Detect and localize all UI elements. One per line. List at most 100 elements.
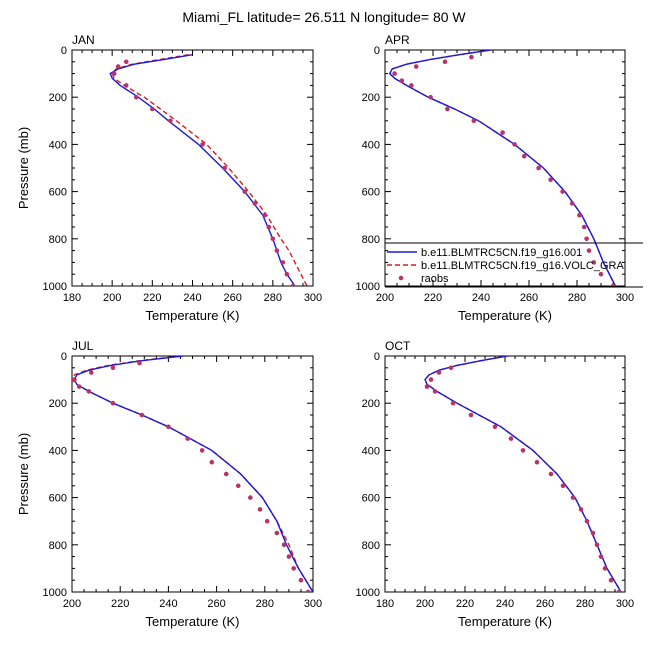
y-tick-label: 800	[49, 234, 67, 246]
raobs-point	[584, 518, 590, 524]
raobs-point	[257, 507, 263, 512]
raobs-point	[291, 566, 297, 571]
raobs-point	[428, 377, 434, 382]
series-line-volc	[72, 356, 313, 592]
raobs-point	[608, 577, 614, 583]
y-tick-label: 0	[374, 351, 380, 363]
raobs-point	[445, 106, 450, 112]
series-line-volc	[424, 356, 622, 592]
raobs-point	[413, 64, 419, 69]
series-line-volc	[111, 54, 308, 286]
x-tick-label: 220	[143, 292, 161, 304]
y-tick-label: 400	[362, 445, 380, 457]
panel-jul: JUL 200 220 240 260 280 300 0 200 400 600 800 1000 Te…	[16, 339, 322, 629]
raobs-point	[235, 483, 241, 489]
raobs-point	[560, 189, 565, 194]
raobs-point	[610, 283, 616, 286]
legend-label: b.e11.BLMTRC5CN.f19_g16.001	[421, 247, 582, 259]
raobs-point	[569, 201, 575, 206]
x-tick-label: 180	[376, 598, 394, 610]
raobs-point	[88, 370, 94, 375]
x-tick-label: 180	[63, 292, 81, 304]
raobs-point	[284, 271, 290, 277]
raobs-point	[534, 459, 540, 465]
raobs-point	[76, 384, 82, 389]
series-group	[388, 50, 617, 286]
panel-label: APR	[385, 33, 410, 47]
x-tick-label: 280	[568, 292, 586, 304]
raobs-point	[110, 365, 116, 371]
raobs-point	[581, 224, 587, 230]
panel-label: OCT	[385, 339, 411, 353]
raobs-point	[280, 260, 286, 265]
raobs-point	[185, 436, 190, 441]
raobs-point	[86, 389, 92, 394]
raobs-point	[262, 212, 268, 218]
panel-label: JAN	[72, 33, 95, 47]
raobs-point	[591, 260, 597, 265]
raobs-point	[442, 59, 448, 65]
raobs-point	[281, 542, 287, 548]
raobs-point	[274, 530, 280, 536]
x-tick-label: 280	[576, 598, 594, 610]
raobs-point	[450, 400, 456, 406]
x-tick-label: 240	[472, 292, 490, 304]
raobs-point	[252, 201, 258, 206]
raobs-point	[500, 130, 505, 135]
y-tick-label: 200	[49, 398, 67, 410]
x-tick-label: 200	[416, 598, 434, 610]
raobs-point	[586, 248, 592, 253]
y-tick-label: 1000	[43, 281, 67, 293]
x-tick-label: 280	[264, 292, 282, 304]
series-line-001	[388, 50, 617, 286]
x-axis-title: Temperature (K)	[458, 614, 552, 629]
raobs-point	[424, 384, 430, 389]
plot-frame	[71, 355, 314, 593]
raobs-point	[392, 71, 397, 76]
x-tick-label: 300	[304, 598, 322, 610]
raobs-point	[521, 153, 527, 159]
legend-label: raobs	[421, 273, 449, 285]
y-tick-label: 400	[49, 139, 67, 151]
raobs-point	[266, 224, 272, 230]
x-axis-title: Temperature (K)	[146, 614, 240, 629]
raobs-point	[137, 360, 142, 366]
panel-jan: JAN 180 200 220 240 260 280 300 0 200 400 600 800 100…	[16, 33, 322, 323]
raobs-point	[570, 495, 576, 500]
raobs-point	[432, 389, 438, 394]
raobs-point	[448, 365, 454, 371]
x-tick-label: 240	[183, 292, 201, 304]
raobs-point	[536, 165, 541, 171]
x-tick-label: 220	[456, 598, 474, 610]
legend: b.e11.BLMTRC5CN.f19_g16.001b.e11.BLMTRC5…	[385, 242, 643, 288]
x-tick-label: 260	[207, 598, 225, 610]
raobs-point	[512, 142, 517, 147]
legend-marker	[398, 275, 404, 281]
x-tick-label: 300	[616, 292, 634, 304]
raobs-point	[577, 212, 582, 218]
raobs-point	[508, 436, 514, 441]
x-axis-title: Temperature (K)	[146, 308, 240, 323]
legend-label: b.e11.BLMTRC5CN.f19_g16.VOLC_GRA	[421, 260, 624, 272]
y-tick-label: 600	[362, 187, 380, 199]
raobs-point	[222, 165, 227, 171]
y-tick-label: 200	[362, 398, 380, 410]
raobs-point	[274, 248, 280, 253]
x-tick-label: 220	[111, 598, 129, 610]
raobs-point	[150, 106, 155, 112]
raobs-point	[560, 483, 566, 489]
y-axis-title: Pressure (mb)	[16, 433, 31, 515]
raobs-point	[264, 518, 270, 524]
x-axis-title: Temperature (K)	[458, 308, 552, 323]
y-tick-label: 800	[49, 540, 67, 552]
raobs-point	[578, 507, 584, 512]
raobs-point	[111, 71, 117, 76]
x-tick-label: 260	[520, 292, 538, 304]
raobs-point	[598, 554, 604, 559]
x-tick-label: 240	[159, 598, 177, 610]
raobs-point	[166, 424, 171, 430]
y-tick-label: 1000	[43, 587, 67, 599]
x-tick-label: 260	[536, 598, 554, 610]
raobs-point	[110, 400, 116, 406]
